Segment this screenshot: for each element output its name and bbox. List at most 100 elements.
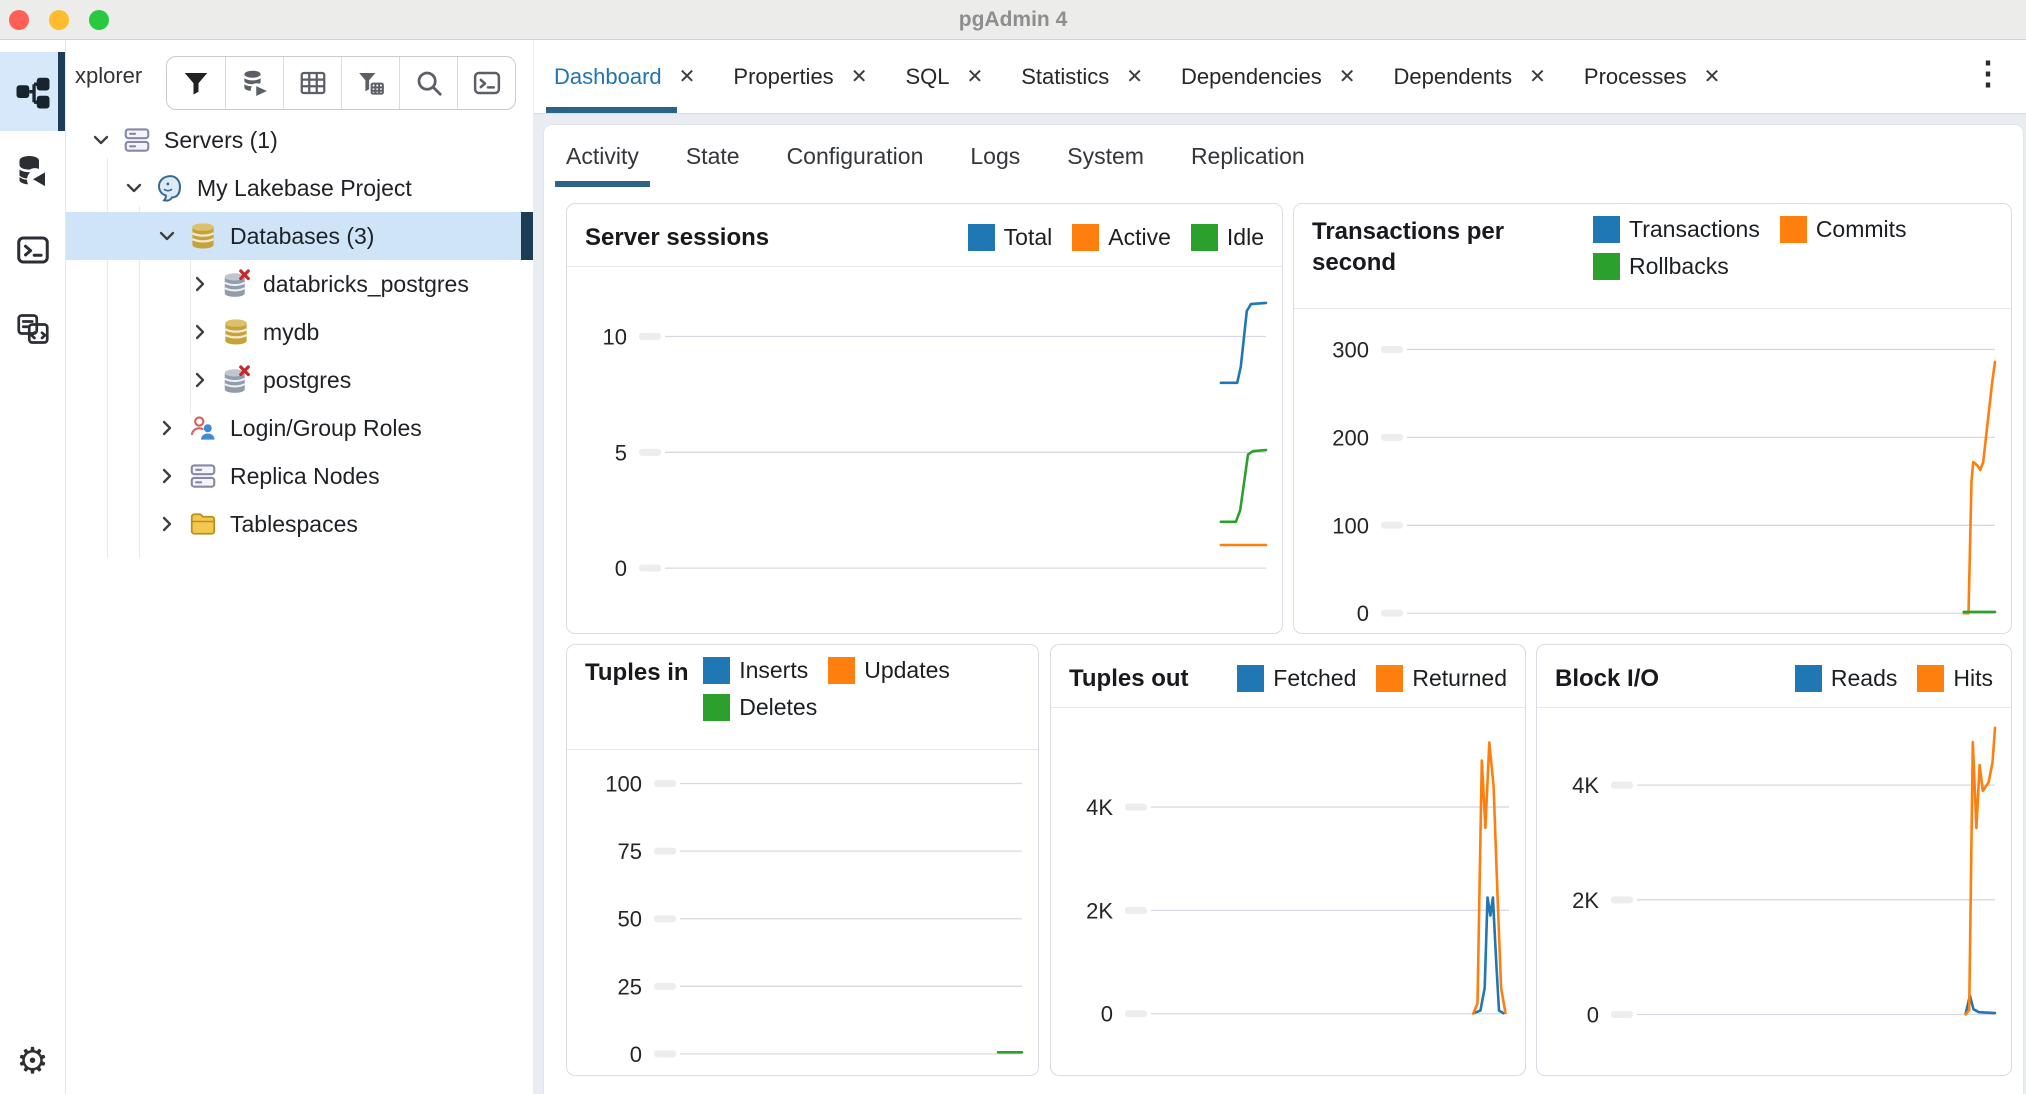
tree-row-databricks-postgres[interactable]: databricks_postgres [66,260,533,308]
close-icon[interactable]: ✕ [1703,66,1721,88]
chevron-right-icon[interactable] [185,365,215,395]
rail-item-object-explorer[interactable] [0,52,65,131]
close-icon[interactable]: ✕ [1126,66,1144,88]
chart-plot-tuples-in: 100 75 50 25 0 [605,772,1024,1067]
dashboard-panel: Activity State Configuration Logs System Repl… [543,124,2024,1094]
tab-dependencies[interactable]: Dependencies ✕ [1181,40,1355,113]
tree-row-login-group-roles[interactable]: Login/Group Roles [66,404,533,452]
legend-swatch [1779,216,1807,243]
filter-button[interactable] [167,57,225,109]
grid-icon [298,68,328,98]
rail-item-schema-diff[interactable] [0,289,65,368]
chart-title: Tuples out [1069,664,1189,692]
subtab-activity[interactable]: Activity [555,125,650,187]
tree-row-postgres[interactable]: postgres [66,356,533,404]
minimize-window-button[interactable] [49,10,69,30]
close-icon[interactable]: ✕ [966,66,984,88]
object-explorer-button-group [166,56,516,110]
chart-card-header: Tuples out Fetched Returned [1051,645,1525,708]
y-tick-label: 200 [1332,425,1369,450]
chevron-down-icon[interactable] [152,221,182,251]
chevron-right-icon[interactable] [152,461,182,491]
zoom-window-button[interactable] [89,10,109,30]
chevron-right-icon[interactable] [152,413,182,443]
tree-row-replica-nodes[interactable]: Replica Nodes [66,452,533,500]
view-data-button[interactable] [225,57,283,109]
chevron-down-icon[interactable] [119,173,149,203]
chart-card-header: Block I/O Reads Hits [1537,645,2011,708]
chevron-right-icon[interactable] [185,269,215,299]
legend-label: Rollbacks [1629,253,1729,279]
rail-item-psql-tool[interactable] [0,210,65,289]
tab-bar: Dashboard ✕ Properties ✕ SQL ✕ Statistics ✕ Depe… [533,40,2026,114]
legend-swatch [1593,253,1620,280]
search-button[interactable] [399,57,457,109]
chart-card-header: Transactions per second Transactions Commi… [1294,204,2011,309]
chart-card-tuples-in: Tuples in Inserts Updates Deletes 100 75 50 25 0 [566,644,1039,1076]
series-line-hits [1964,726,1997,1016]
subtab-state[interactable]: State [685,142,740,169]
subtab-configuration[interactable]: Configuration [786,142,924,169]
tree-row-databases-3[interactable]: Databases (3) [66,212,533,260]
y-tick-label: 75 [618,839,642,864]
roles-icon [187,412,219,444]
tab-processes[interactable]: Processes ✕ [1584,40,1720,113]
chart-legend: Reads Hits [1794,664,1993,692]
tab-dependents[interactable]: Dependents ✕ [1393,40,1545,113]
object-explorer-icon [15,74,51,110]
legend-label: Transactions [1629,216,1760,242]
chevron-right-icon[interactable] [152,509,182,539]
legend-label: Total [1003,223,1053,250]
table-grid-button[interactable] [283,57,341,109]
filtered-rows-button[interactable] [341,57,399,109]
legend-swatch [1237,664,1265,692]
tree-item-label: Tablespaces [230,510,358,537]
legend-item-returned: Returned [1376,664,1507,692]
legend-label: Updates [864,657,950,683]
left-icon-rail: ⚙ [0,40,66,1094]
psql-terminal-button[interactable] [457,57,515,109]
terminal-icon [15,232,51,268]
tab-dashboard[interactable]: Dashboard ✕ [545,40,696,113]
series-line-idle [1219,448,1268,524]
tree-row-my-lakebase-project[interactable]: My Lakebase Project [66,164,533,212]
tree-row-tablespaces[interactable]: Tablespaces [66,500,533,548]
rail-item-query-tool[interactable] [0,131,65,210]
rail-item-preferences[interactable]: ⚙ [0,1034,65,1088]
y-tick-label: 100 [605,772,642,797]
legend-label: Returned [1412,664,1507,691]
y-tick-label: 0 [1101,1002,1113,1027]
legend-swatch [967,223,995,251]
object-explorer-title: xplorer [75,63,143,88]
tab-sql[interactable]: SQL ✕ [905,40,983,113]
subtab-replication[interactable]: Replication [1190,142,1305,169]
y-tick-label: 2K [1086,898,1113,923]
tab-overflow-menu-icon[interactable]: ⋮ [1972,55,2004,91]
tree-row-servers-1[interactable]: Servers (1) [66,116,533,164]
close-icon[interactable]: ✕ [1529,66,1546,88]
series-line-fetched [1473,896,1505,1015]
y-tick-label: 0 [1357,601,1369,626]
chevron-right-icon[interactable] [185,317,215,347]
tab-statistics[interactable]: Statistics ✕ [1021,40,1143,113]
tab-label: Dashboard [554,63,662,89]
close-window-button[interactable] [9,10,29,30]
y-tick-label: 50 [618,907,642,932]
close-icon[interactable]: ✕ [850,66,868,88]
tab-properties[interactable]: Properties ✕ [733,40,867,113]
legend-label: Inserts [739,657,809,683]
chart-card-transactions-per-second: Transactions per second Transactions Commi… [1293,203,2012,634]
y-tick-label: 0 [630,1042,642,1067]
chevron-down-icon[interactable] [86,125,116,155]
subtab-logs[interactable]: Logs [970,142,1021,169]
legend-item-transactions: Transactions [1593,216,1760,243]
window-title: pgAdmin 4 [958,8,1068,31]
close-icon[interactable]: ✕ [678,66,696,88]
subtab-system[interactable]: System [1067,142,1144,169]
tree-row-mydb[interactable]: mydb [66,308,533,356]
chart-plot-transactions-per-second: 300 200 100 0 [1332,337,1997,626]
chart-legend: Total Active Idle [967,223,1264,251]
tab-label: Properties [733,63,834,89]
chart-title: Server sessions [585,223,770,251]
close-icon[interactable]: ✕ [1338,66,1356,88]
